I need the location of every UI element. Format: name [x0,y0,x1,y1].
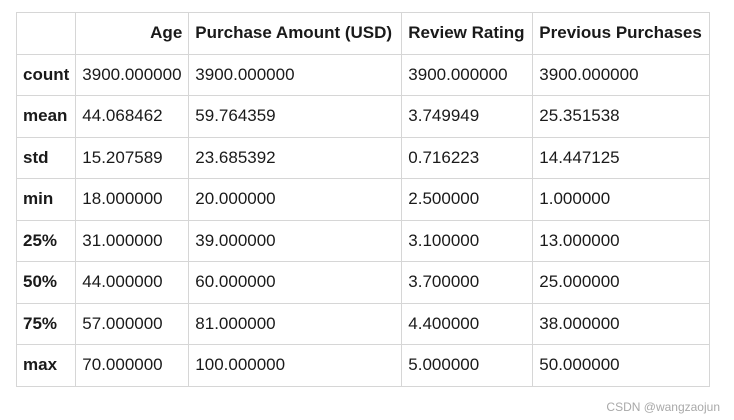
table-body: count 3900.000000 3900.000000 3900.00000… [15,53,711,387]
table-header: Age Purchase Amount (USD) Review Rating … [15,12,711,55]
table-cell: 3900.000000 [532,53,711,96]
table-cell: 44.000000 [75,261,190,304]
table-cell: 25.000000 [532,261,711,304]
table-cell: 2.500000 [401,178,534,221]
table-cell: 20.000000 [188,178,403,221]
table-cell: 50.000000 [532,344,711,387]
table-row: 25% 31.000000 39.000000 3.100000 13.0000… [15,219,711,262]
column-header-review-rating: Review Rating [401,12,534,55]
row-label: 75% [15,302,77,345]
table-cell: 3.749949 [401,95,534,138]
row-label: 50% [15,261,77,304]
table-cell: 57.000000 [75,302,190,345]
table-row: count 3900.000000 3900.000000 3900.00000… [15,53,711,96]
table-cell: 81.000000 [188,302,403,345]
table-cell: 59.764359 [188,95,403,138]
table-cell: 60.000000 [188,261,403,304]
table-cell: 3900.000000 [75,53,190,96]
column-header-previous-purchases: Previous Purchases [532,12,711,55]
statistics-table-container: Age Purchase Amount (USD) Review Rating … [15,12,711,387]
row-label: min [15,178,77,221]
table-cell: 3900.000000 [188,53,403,96]
table-cell: 4.400000 [401,302,534,345]
table-cell: 1.000000 [532,178,711,221]
table-cell: 100.000000 [188,344,403,387]
table-cell: 3.100000 [401,219,534,262]
table-cell: 38.000000 [532,302,711,345]
column-header-age: Age [75,12,190,55]
table-cell: 18.000000 [75,178,190,221]
table-cell: 15.207589 [75,136,190,179]
table-row: 75% 57.000000 81.000000 4.400000 38.0000… [15,302,711,345]
table-cell: 23.685392 [188,136,403,179]
table-row: max 70.000000 100.000000 5.000000 50.000… [15,344,711,387]
table-cell: 31.000000 [75,219,190,262]
table-cell: 39.000000 [188,219,403,262]
row-label: std [15,136,77,179]
table-cell: 44.068462 [75,95,190,138]
row-label: mean [15,95,77,138]
describe-statistics-table: Age Purchase Amount (USD) Review Rating … [15,12,711,387]
table-cell: 70.000000 [75,344,190,387]
table-cell: 14.447125 [532,136,711,179]
header-corner-cell [15,12,77,55]
column-header-purchase-amount: Purchase Amount (USD) [188,12,403,55]
header-row: Age Purchase Amount (USD) Review Rating … [15,12,711,55]
row-label: max [15,344,77,387]
table-cell: 3.700000 [401,261,534,304]
table-row: 50% 44.000000 60.000000 3.700000 25.0000… [15,261,711,304]
watermark-text: CSDN @wangzaojun [606,400,720,414]
table-cell: 0.716223 [401,136,534,179]
table-row: min 18.000000 20.000000 2.500000 1.00000… [15,178,711,221]
table-cell: 3900.000000 [401,53,534,96]
table-cell: 25.351538 [532,95,711,138]
table-cell: 13.000000 [532,219,711,262]
row-label: 25% [15,219,77,262]
table-row: std 15.207589 23.685392 0.716223 14.4471… [15,136,711,179]
row-label: count [15,53,77,96]
table-row: mean 44.068462 59.764359 3.749949 25.351… [15,95,711,138]
table-cell: 5.000000 [401,344,534,387]
